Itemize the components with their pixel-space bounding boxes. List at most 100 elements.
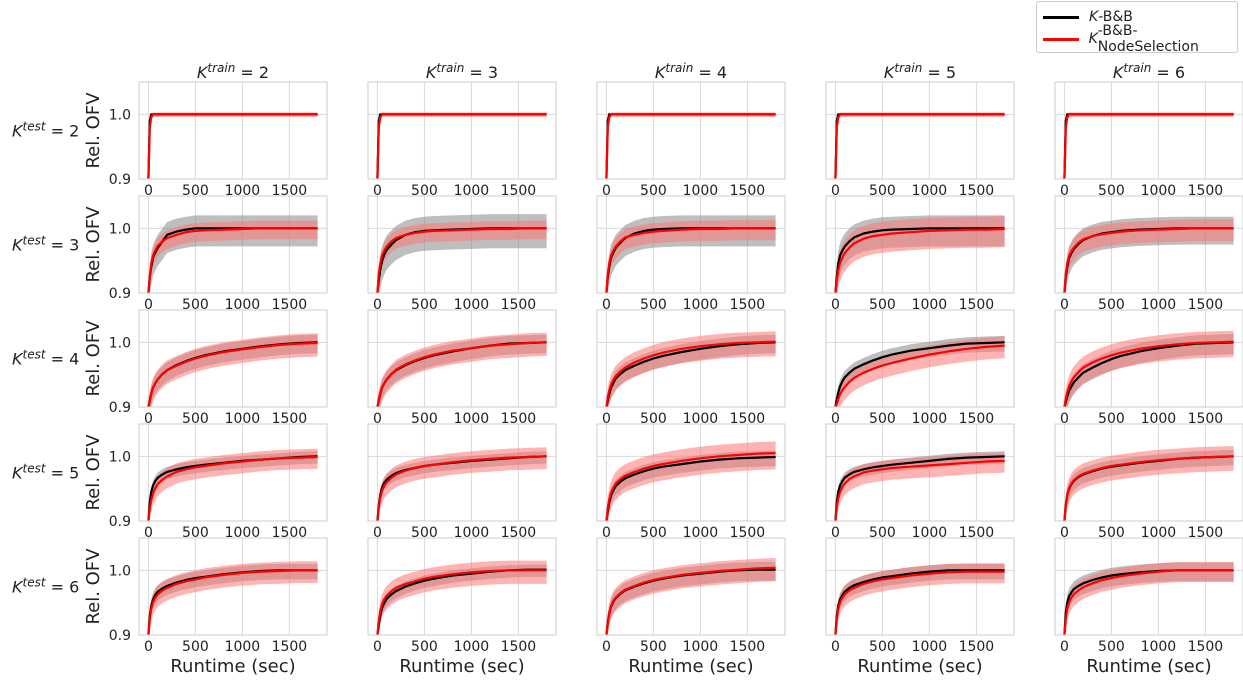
column-title-sup: train	[436, 61, 464, 75]
kbbns-line	[605, 566, 776, 635]
y-axis-label: Rel. OFV	[83, 92, 104, 169]
panel-r3-c2: 0 500 1000 1500	[367, 309, 557, 427]
panel-frame	[825, 537, 1015, 636]
x-tick-label: 500	[1098, 525, 1125, 541]
panel-r4-c5: 0 500 1000 1500	[1054, 423, 1243, 541]
panel-plot-area	[834, 215, 1005, 293]
x-tick-label: 1500	[272, 639, 308, 655]
y-tick-label: 1.0	[109, 563, 131, 579]
kbbns-band	[835, 563, 1005, 635]
row-label: Ktest = 2	[12, 120, 79, 141]
panel-r2-c2: 0 500 1000 1500	[367, 195, 557, 313]
panel-plot-area	[376, 332, 547, 407]
panel-r4-c4: 0 500 1000 1500	[825, 423, 1015, 541]
panel-frame	[367, 195, 557, 294]
x-tick-label: 1000	[1141, 639, 1177, 655]
column-title-k: K	[1113, 63, 1125, 82]
x-tick-label: 0	[1060, 183, 1069, 199]
kbbns-band	[835, 112, 1005, 179]
panel-frame	[138, 309, 328, 408]
kbbns-line	[834, 459, 1005, 521]
kbbns-line	[834, 227, 1005, 293]
kbbns-line	[376, 227, 547, 293]
x-tick-label: 0	[144, 411, 153, 427]
panel-plot-area	[1063, 446, 1234, 521]
y-axis-label: Rel. OFV	[83, 320, 104, 397]
x-tick-label: 0	[602, 411, 611, 427]
kbb-line	[834, 227, 1005, 293]
panel-r4-c1: 0 500 1000 1500 0.9 1.0 Rel. OFV	[83, 423, 328, 541]
y-tick-label: 0.9	[109, 514, 131, 530]
y-tick-label: 0.9	[109, 172, 131, 188]
row-label-value: = 3	[46, 236, 80, 255]
x-tick-label: 500	[411, 639, 438, 655]
kbbns-band	[606, 331, 776, 407]
column-title-value: = 6	[1151, 63, 1185, 82]
x-tick-label: 1500	[730, 183, 766, 199]
legend-swatch-kbb	[1043, 15, 1079, 19]
x-tick-label: 1000	[683, 411, 719, 427]
row-label-k: K	[12, 236, 24, 255]
x-tick-label: 1000	[225, 411, 261, 427]
column-title-value: = 2	[235, 63, 269, 82]
x-tick-label: 0	[1060, 297, 1069, 313]
kbbns-line	[1063, 569, 1234, 635]
kbbns-band	[1064, 112, 1234, 179]
kbbns-line	[605, 452, 776, 521]
panel-frame	[367, 423, 557, 522]
panel-r2-c4: 0 500 1000 1500	[825, 195, 1015, 313]
kbbns-band	[377, 447, 547, 521]
row-label: Ktest = 5	[12, 462, 79, 483]
kbbns-line	[147, 455, 318, 521]
x-tick-label: 0	[373, 297, 382, 313]
panel-frame	[367, 81, 557, 180]
panel-plot-area	[834, 451, 1005, 521]
x-tick-label: 1000	[225, 525, 261, 541]
row-label-sup: test	[23, 234, 47, 248]
row-label: Ktest = 4	[12, 348, 79, 369]
x-tick-label: 1000	[454, 411, 490, 427]
panel-frame	[138, 537, 328, 636]
panel-r2-c3: 0 500 1000 1500	[596, 195, 786, 313]
panel-frame	[596, 423, 786, 522]
x-axis-label: Runtime (sec)	[399, 656, 524, 677]
legend-swatch-kbbns	[1043, 37, 1079, 41]
x-tick-label: 1000	[1141, 411, 1177, 427]
column-title-sup: train	[894, 61, 922, 75]
kbbns-band	[606, 219, 776, 293]
kbbns-band	[606, 441, 776, 521]
x-tick-label: 0	[602, 297, 611, 313]
panel-frame	[596, 537, 786, 636]
row-label-sup: test	[23, 348, 47, 362]
x-tick-label: 0	[373, 183, 382, 199]
y-tick-label: 1.0	[109, 449, 131, 465]
panel-r3-c3: 0 500 1000 1500	[596, 309, 786, 427]
panel-frame	[1054, 195, 1243, 294]
x-tick-label: 1500	[272, 525, 308, 541]
x-tick-label: 500	[869, 297, 896, 313]
x-tick-label: 0	[602, 183, 611, 199]
x-tick-label: 0	[831, 183, 840, 199]
x-tick-label: 1500	[730, 297, 766, 313]
y-tick-label: 1.0	[109, 335, 131, 351]
row-label-k: K	[12, 464, 24, 483]
x-tick-label: 500	[1098, 297, 1125, 313]
column-title-sup: train	[1123, 61, 1151, 75]
x-tick-label: 1000	[1141, 297, 1177, 313]
column-title-value: = 4	[693, 63, 727, 82]
panel-frame	[1054, 309, 1243, 408]
panel-plot-area	[834, 112, 1005, 179]
x-tick-label: 1500	[501, 411, 537, 427]
x-tick-label: 500	[640, 411, 667, 427]
x-tick-label: 1500	[959, 525, 995, 541]
row-label-value: = 4	[46, 350, 80, 369]
kbb-line	[834, 455, 1005, 521]
y-axis-label: Rel. OFV	[83, 206, 104, 283]
x-tick-label: 1500	[730, 525, 766, 541]
legend-label-kbbns: -B&B-NodeSelection	[1097, 23, 1199, 55]
kbb-line	[834, 113, 1005, 179]
x-tick-label: 1000	[912, 525, 948, 541]
panel-plot-area	[1063, 112, 1234, 179]
kbbns-line	[605, 113, 776, 179]
